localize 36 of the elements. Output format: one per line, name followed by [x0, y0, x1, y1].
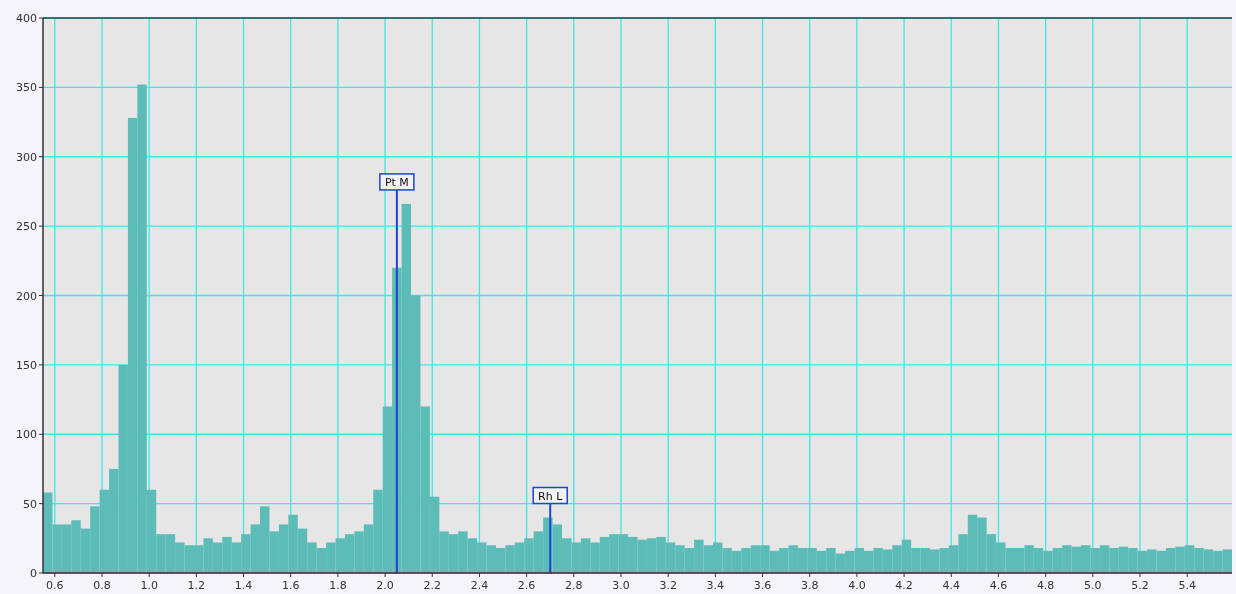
x-tick-label: 2.2	[423, 579, 442, 592]
ref-line-label: Rh L	[538, 489, 564, 503]
x-tick-label: 3.2	[659, 579, 677, 592]
x-tick-label: 5.4	[1178, 579, 1196, 592]
y-tick-label: 400	[16, 12, 37, 25]
x-tick-label: 4.2	[895, 579, 913, 592]
x-tick-label: 1.4	[234, 579, 253, 592]
y-tick-label: 0	[30, 567, 37, 580]
x-tick-label: 4.0	[848, 579, 866, 592]
x-tick-label: 1.6	[281, 579, 300, 592]
x-tick-label: 4.6	[989, 579, 1008, 592]
x-tick-label: 4.4	[942, 579, 961, 592]
x-tick-label: 2.6	[517, 579, 536, 592]
y-tick-label: 200	[16, 289, 37, 303]
x-tick-label: 3.6	[753, 579, 772, 592]
y-tick-label: 350	[16, 81, 37, 95]
x-tick-label: 3.4	[706, 579, 725, 592]
y-tick-label: 50	[23, 497, 37, 511]
y-tick-label: 100	[16, 428, 37, 442]
x-tick-label: 2.8	[565, 579, 583, 592]
y-tick-label: 250	[16, 220, 37, 234]
x-tick-label: 1.0	[140, 579, 158, 592]
x-tick-label: 5.2	[1131, 579, 1149, 592]
x-tick-label: 1.8	[329, 579, 347, 592]
x-tick-label: 2.0	[376, 579, 394, 592]
x-tick-label: 5.0	[1084, 579, 1102, 592]
x-tick-label: 3.0	[612, 579, 630, 592]
x-tick-label: 0.8	[93, 579, 111, 592]
x-tick-label: 1.2	[187, 579, 206, 592]
y-tick-label: 150	[16, 358, 37, 372]
x-tick-label: 2.4	[470, 579, 489, 592]
ref-line-label: Pt M	[384, 175, 409, 189]
x-tick-label: 3.8	[800, 579, 819, 592]
y-tick-label: 300	[16, 150, 37, 164]
x-tick-label: 4.8	[1036, 579, 1055, 592]
x-tick-label: 0.6	[46, 579, 64, 592]
